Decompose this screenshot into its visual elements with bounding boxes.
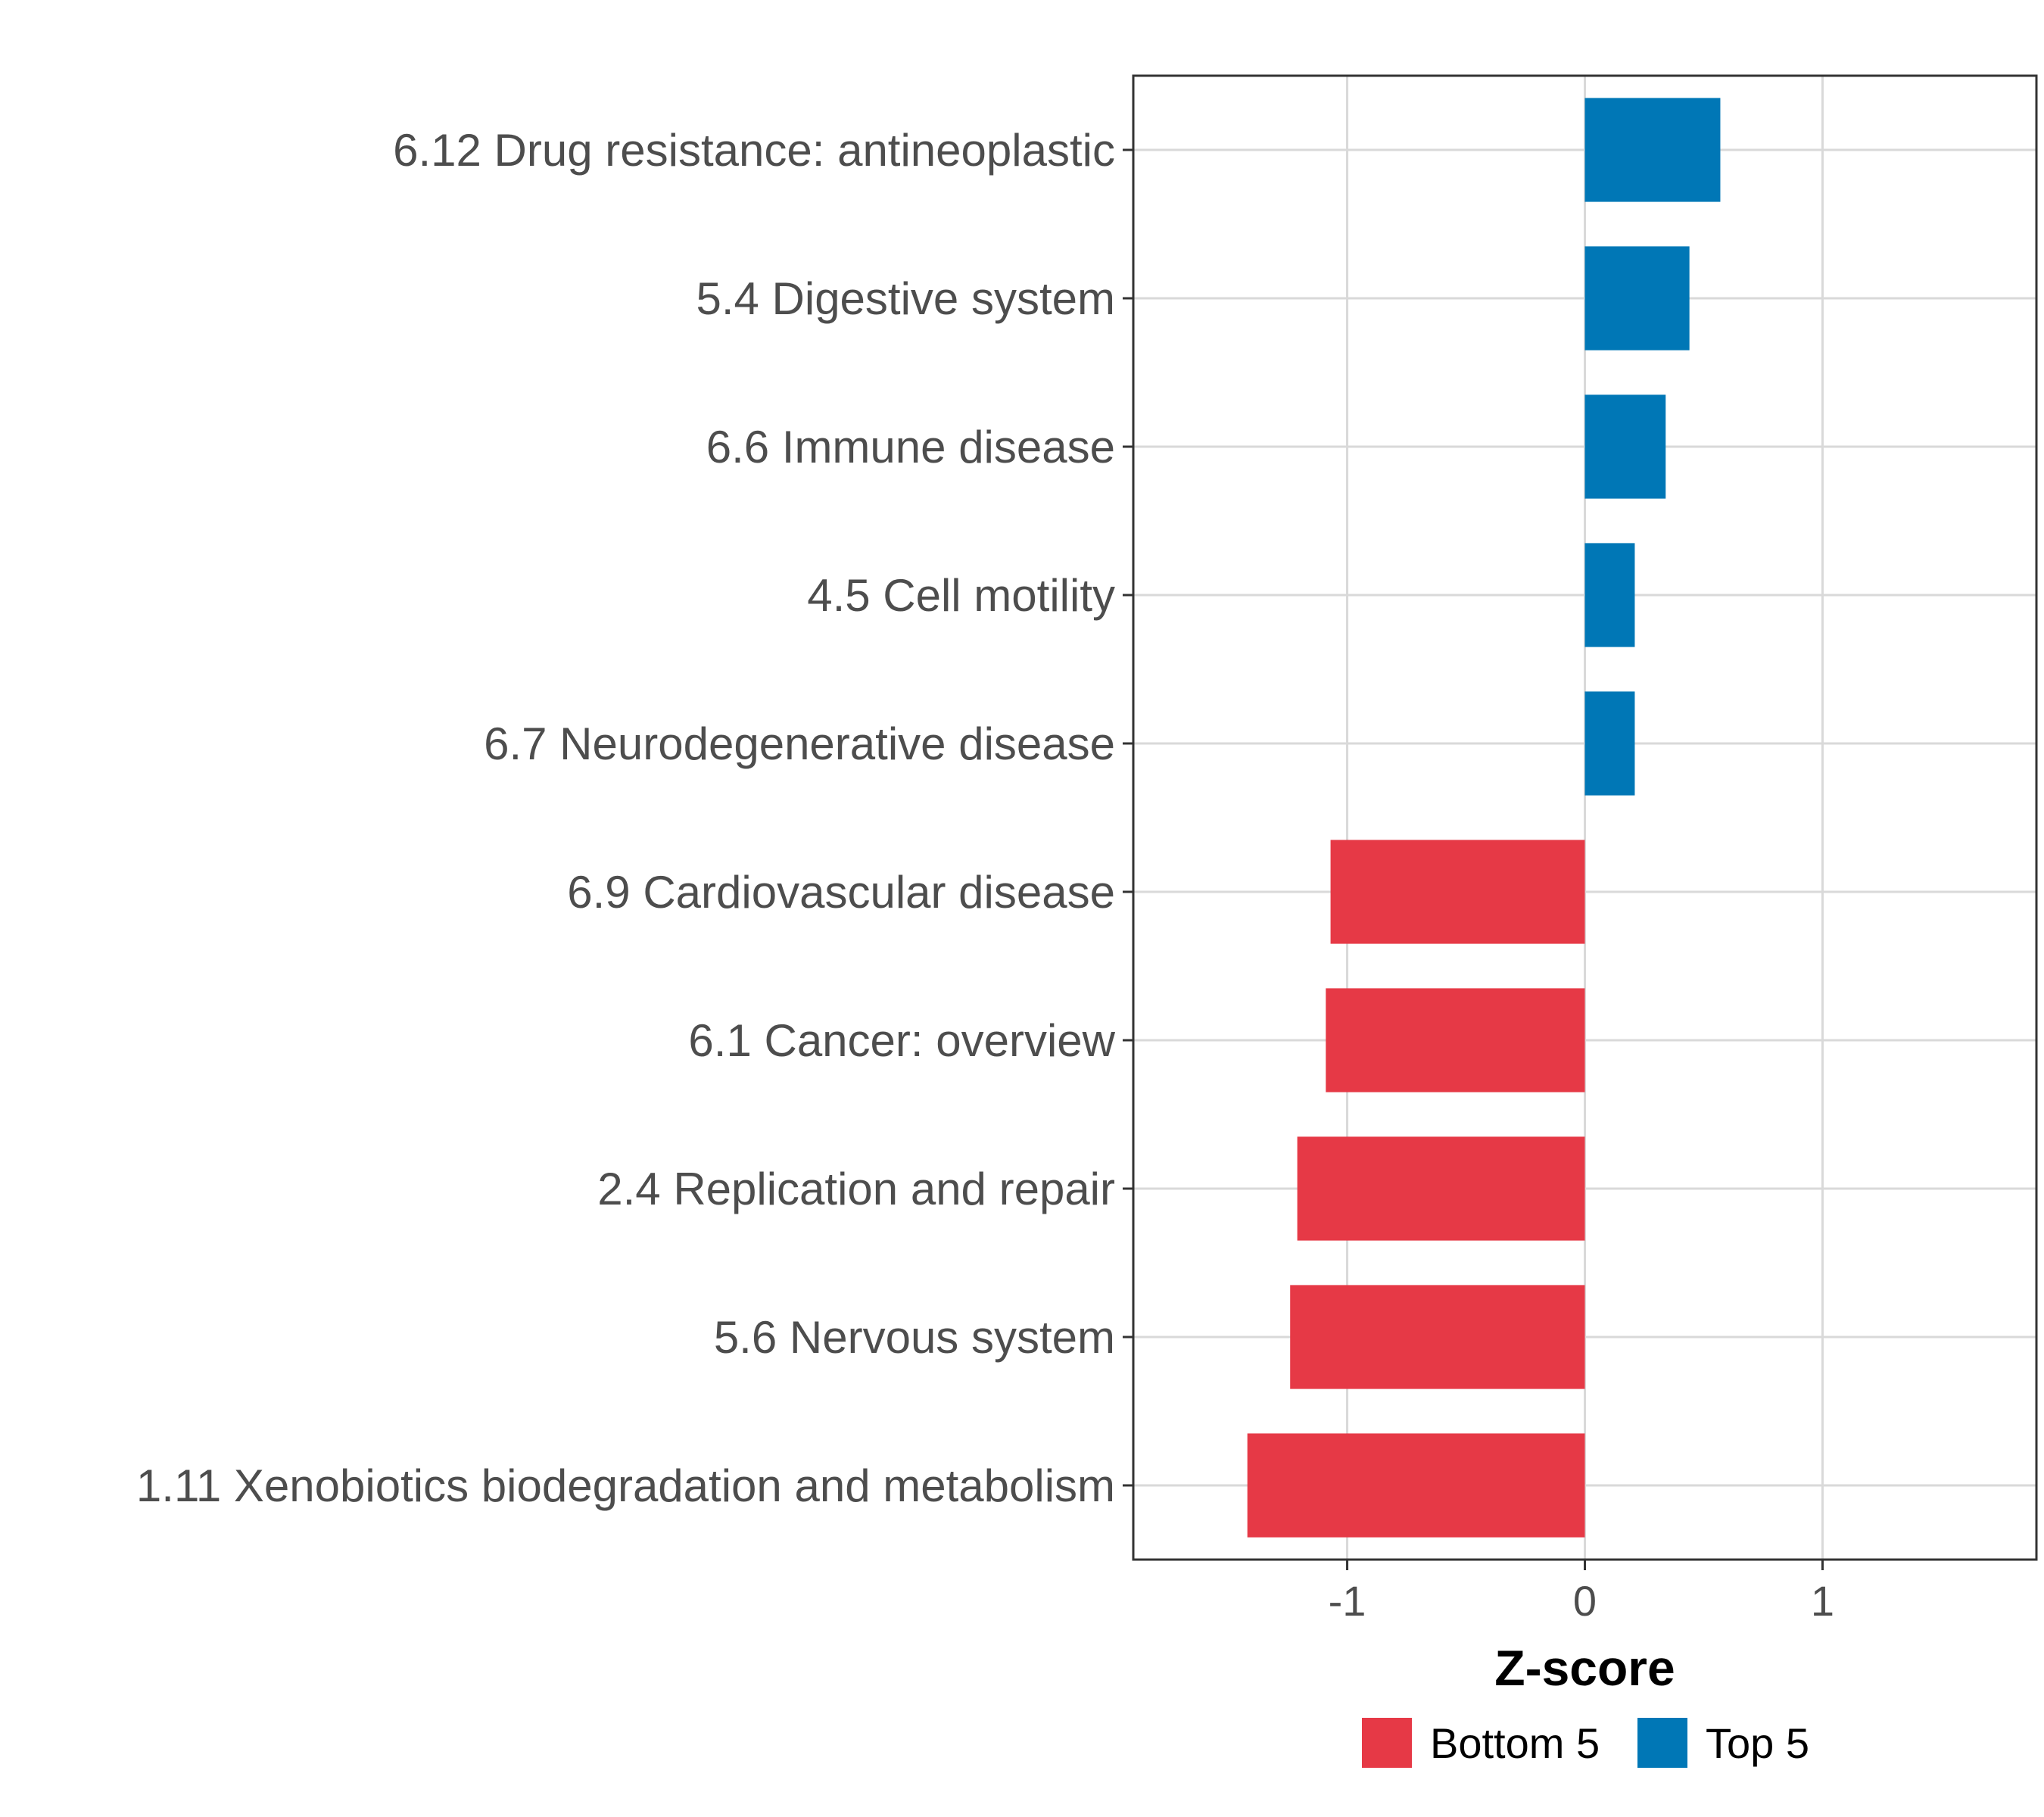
y-category-label: 6.6 Immune disease [706,422,1115,472]
y-category-label: 1.11 Xenobiotics biodegradation and meta… [136,1460,1115,1511]
y-category-label: 5.4 Digestive system [696,273,1115,324]
x-tick-label: -1 [1329,1577,1366,1625]
bar [1290,1285,1585,1389]
bar [1326,988,1585,1092]
y-category-label: 6.7 Neurodegenerative disease [484,718,1115,769]
y-category-label: 6.1 Cancer: overview [688,1015,1115,1066]
bar [1297,1136,1585,1241]
y-category-label: 2.4 Replication and repair [597,1164,1115,1214]
bar [1584,98,1721,202]
x-tick-label: 1 [1811,1577,1834,1625]
legend-label: Bottom 5 [1430,1719,1600,1767]
legend-key [1362,1718,1412,1768]
bar [1584,543,1635,647]
y-category-label: 6.9 Cardiovascular disease [567,867,1115,918]
legend-key [1637,1718,1687,1768]
x-tick-label: 0 [1573,1577,1597,1625]
bar [1584,691,1635,796]
bar [1584,246,1690,351]
y-category-label: 5.6 Nervous system [714,1312,1115,1363]
tick-layer [1123,148,1824,1570]
x-axis-title: Z-score [1494,1640,1675,1696]
legend: Bottom 5 Top 5 [1362,1718,1809,1768]
y-category-label: 6.12 Drug resistance: antineoplastic [393,125,1115,176]
bar-layer [1247,98,1721,1538]
label-layer: -1 0 1 6.12 Drug resistance: antineoplastic… [136,125,1834,1625]
bar [1247,1433,1585,1538]
bar [1584,394,1666,499]
y-category-label: 4.5 Cell motility [807,570,1115,621]
bar [1330,840,1585,944]
legend-label: Top 5 [1706,1719,1809,1767]
